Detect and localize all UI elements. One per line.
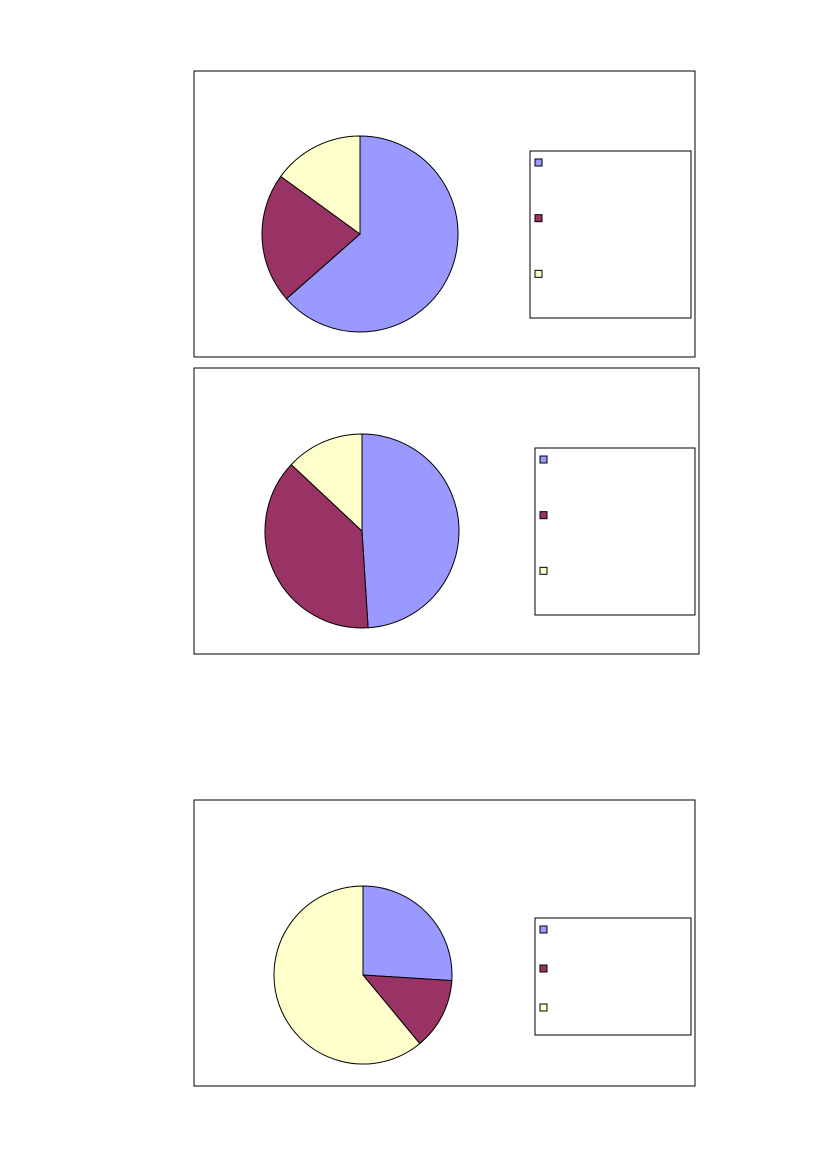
pie-slice bbox=[290, 433, 363, 533]
pie-slice bbox=[362, 885, 453, 982]
pie-slice bbox=[361, 974, 453, 1045]
legend-swatch bbox=[539, 566, 548, 575]
legend-swatch bbox=[534, 214, 543, 223]
pie-slice bbox=[361, 433, 460, 629]
pie-slice bbox=[273, 885, 421, 1065]
legend-swatch bbox=[534, 158, 543, 167]
legend-swatch bbox=[539, 1003, 548, 1012]
legend-swatch bbox=[534, 269, 543, 278]
legend-swatch bbox=[539, 511, 548, 520]
legend-swatch bbox=[539, 925, 548, 934]
pie-slice bbox=[285, 135, 459, 333]
pie-slice bbox=[264, 463, 369, 629]
pie-slice bbox=[280, 135, 361, 235]
legend bbox=[529, 150, 692, 319]
legend bbox=[534, 917, 692, 1036]
legend-swatch bbox=[539, 964, 548, 973]
legend bbox=[534, 447, 696, 616]
pie-slice bbox=[261, 175, 361, 300]
legend-swatch bbox=[539, 455, 548, 464]
